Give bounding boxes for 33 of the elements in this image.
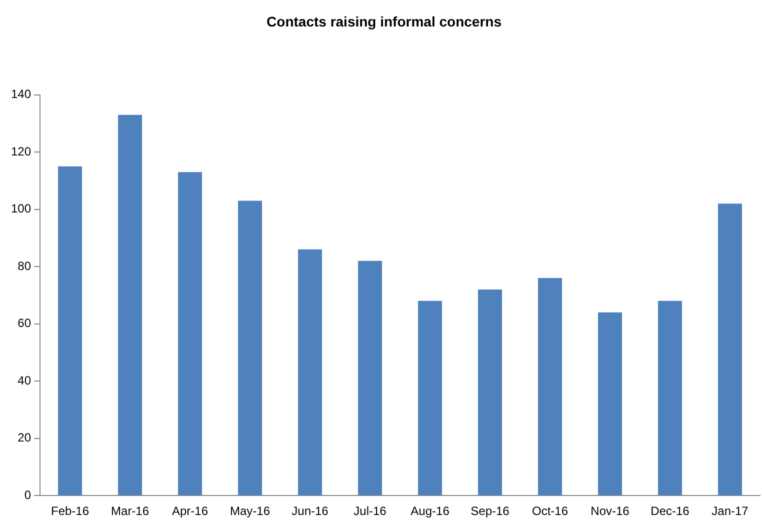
- y-tick-label: 60: [18, 316, 32, 330]
- bar: [658, 300, 682, 496]
- x-tick-label: Jul-16: [354, 504, 387, 518]
- x-tick-label: Apr-16: [172, 504, 208, 518]
- bar: [358, 260, 382, 496]
- bar: [538, 278, 562, 496]
- bar: [298, 249, 322, 496]
- bar: [478, 289, 502, 496]
- bar: [418, 300, 442, 496]
- y-tick-label: 100: [10, 202, 32, 216]
- x-tick-label: Oct-16: [532, 504, 568, 518]
- bar: [118, 114, 142, 496]
- bar: [178, 172, 202, 496]
- bar: [238, 200, 262, 496]
- x-tick-label: Dec-16: [650, 504, 690, 518]
- x-tick-label: Jan-17: [712, 504, 749, 518]
- x-tick-label: Nov-16: [590, 504, 630, 518]
- chart-title: Contacts raising informal concerns: [266, 13, 502, 30]
- x-tick-label: Mar-16: [111, 504, 150, 518]
- x-tick-label: Feb-16: [51, 504, 90, 518]
- y-tick-label: 20: [18, 430, 32, 445]
- x-tick-label: Sep-16: [470, 504, 510, 518]
- y-tick-label: 80: [18, 258, 32, 273]
- x-tick-label: Jun-16: [292, 504, 329, 518]
- y-tick-label: 0: [24, 488, 32, 502]
- x-tick-label: May-16: [230, 504, 270, 518]
- y-tick-label: 120: [10, 144, 32, 158]
- bar: [58, 166, 82, 496]
- bar: [598, 312, 622, 496]
- bar: [718, 204, 742, 496]
- y-tick-label: 140: [10, 87, 32, 102]
- x-tick-label: Aug-16: [410, 504, 450, 518]
- y-tick-label: 40: [18, 373, 32, 388]
